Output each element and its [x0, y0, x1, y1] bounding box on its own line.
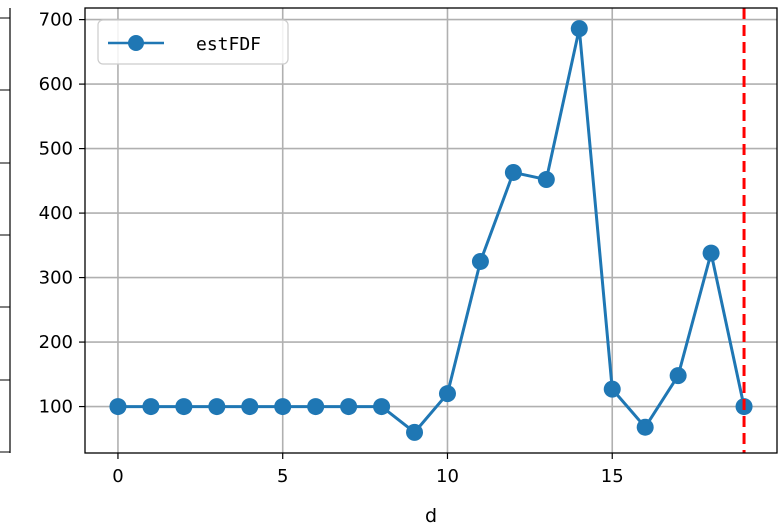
data-point — [471, 252, 489, 270]
axis-ticks: 0 5 10 15 100 200 300 400 500 600 700 — [39, 10, 624, 487]
data-point — [109, 398, 127, 416]
data-point — [208, 398, 226, 416]
data-point — [307, 398, 325, 416]
data-point — [636, 418, 654, 436]
y-tick-label: 100 — [39, 397, 73, 418]
grid — [85, 8, 777, 453]
y-tick-label: 300 — [39, 268, 73, 289]
data-point — [504, 163, 522, 181]
data-point — [241, 398, 259, 416]
data-point — [537, 171, 555, 189]
legend-entry-estfdf: estFDF — [196, 34, 261, 55]
legend-marker — [128, 35, 144, 51]
chart-marks — [109, 8, 753, 453]
data-point — [570, 20, 588, 38]
x-axis-title: d — [425, 505, 437, 526]
x-tick-label: 15 — [601, 466, 624, 487]
data-point — [142, 398, 160, 416]
y-tick-label: 400 — [39, 203, 73, 224]
data-point — [373, 398, 391, 416]
left-subplot-fragment — [0, 8, 11, 453]
data-point — [175, 398, 193, 416]
y-tick-label: 500 — [39, 139, 73, 160]
x-tick-label: 5 — [277, 466, 288, 487]
data-point — [438, 385, 456, 403]
plot-frame — [84, 7, 778, 454]
data-point — [603, 380, 621, 398]
data-point — [274, 398, 292, 416]
x-tick-label: 0 — [112, 466, 123, 487]
y-tick-label: 700 — [39, 10, 73, 31]
plot-area — [85, 8, 777, 453]
data-point — [669, 367, 687, 385]
data-point — [406, 423, 424, 441]
y-tick-label: 200 — [39, 332, 73, 353]
legend: estFDF — [97, 19, 289, 65]
data-point — [340, 398, 358, 416]
data-point — [702, 244, 720, 262]
x-tick-label: 10 — [436, 466, 459, 487]
y-tick-label: 600 — [39, 74, 73, 95]
legend-box — [97, 19, 289, 65]
